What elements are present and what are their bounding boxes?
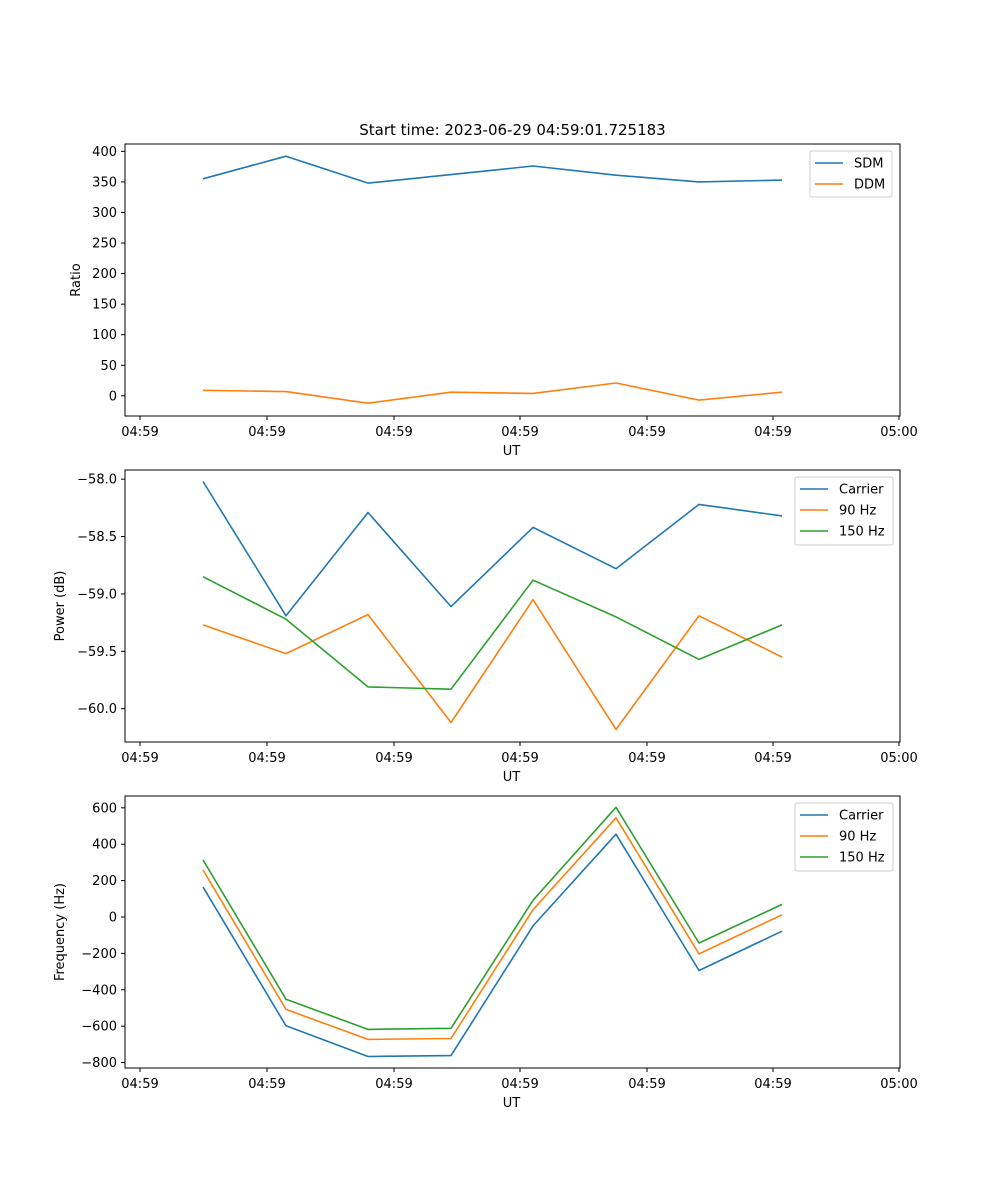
subplot-3: 04:59 04:59 04:59 04:59 04:59 04:59 05:00 UT −80… (53, 795, 918, 1111)
y-tick-label: 150 (92, 298, 117, 313)
y-tick-label: 250 (92, 237, 117, 252)
axes-frame (124, 469, 901, 743)
chart-title: Start time: 2023-06-29 04:59:01.725183 (359, 121, 665, 139)
x-tick-label: 04:59 (248, 425, 285, 440)
x-tick-label: 04:59 (501, 751, 538, 766)
x-axis-label: UT (503, 444, 521, 459)
legend-label: 90 Hz (839, 830, 876, 845)
x-tick-label: 04:59 (248, 1077, 285, 1092)
legend-label: Carrier (839, 483, 884, 498)
series-line-sdm (202, 155, 783, 184)
y-tick-label: 400 (92, 145, 117, 160)
y-tick-label: 200 (92, 874, 117, 889)
y-tick-label: 100 (92, 328, 117, 343)
x-tick-label: 04:59 (121, 425, 158, 440)
x-tick-label: 04:59 (121, 1077, 158, 1092)
x-tick-label: 04:59 (628, 425, 665, 440)
y-tick-label: −59.5 (77, 645, 117, 660)
legend-label: 150 Hz (839, 851, 885, 866)
x-tick-label: 04:59 (248, 751, 285, 766)
legend: Carrier 90 Hz 150 Hz (794, 476, 894, 546)
x-tick-label: 04:59 (628, 751, 665, 766)
legend-label: 90 Hz (839, 504, 876, 519)
x-tick-label: 04:59 (501, 425, 538, 440)
x-tick-label: 05:00 (880, 425, 917, 440)
x-tick-label: 04:59 (754, 425, 791, 440)
y-tick-label: −59.0 (77, 587, 117, 602)
y-tick-label: 0 (109, 389, 117, 404)
series-line-ddm (202, 382, 783, 405)
legend: Carrier 90 Hz 150 Hz (794, 802, 894, 872)
legend-label: 150 Hz (839, 525, 885, 540)
x-tick-label: 05:00 (880, 751, 917, 766)
legend-box (794, 802, 894, 872)
series-line-90-hz (202, 598, 783, 731)
subplot-2: 04:59 04:59 04:59 04:59 04:59 04:59 05:00 UT −60… (53, 469, 918, 785)
legend-box (794, 476, 894, 546)
y-tick-label: −58.5 (77, 530, 117, 545)
x-tick-label: 04:59 (754, 1077, 791, 1092)
x-axis-label: UT (503, 1096, 521, 1111)
y-tick-label: −800 (81, 1056, 117, 1071)
y-tick-label: 600 (92, 801, 117, 816)
legend-label: DDM (854, 178, 885, 193)
series-line-carrier (202, 481, 783, 617)
legend-label: Carrier (839, 809, 884, 824)
axes-frame (124, 795, 901, 1069)
x-tick-label: 04:59 (754, 751, 791, 766)
subplot-1: Start time: 2023-06-29 04:59:01.72518304… (69, 121, 918, 459)
y-tick-label: −60.0 (77, 702, 117, 717)
y-axis-label: Power (dB) (53, 571, 68, 642)
x-tick-label: 04:59 (375, 425, 412, 440)
y-tick-label: 200 (92, 267, 117, 282)
y-tick-label: −600 (81, 1020, 117, 1035)
x-axis-label: UT (503, 770, 521, 785)
y-tick-label: 300 (92, 206, 117, 221)
x-tick-label: 04:59 (375, 751, 412, 766)
x-tick-label: 05:00 (880, 1077, 917, 1092)
x-tick-label: 04:59 (375, 1077, 412, 1092)
y-tick-label: 0 (109, 910, 117, 925)
series-line-carrier (202, 833, 783, 1058)
axes-frame (124, 143, 901, 417)
x-tick-label: 04:59 (501, 1077, 538, 1092)
y-tick-label: −200 (81, 947, 117, 962)
legend: SDM DDM (809, 150, 893, 198)
x-tick-label: 04:59 (121, 751, 158, 766)
series-line-150-hz (202, 575, 783, 691)
y-tick-label: 350 (92, 175, 117, 190)
y-tick-label: 50 (100, 359, 117, 374)
series-line-90-hz (202, 816, 783, 1041)
x-tick-label: 04:59 (628, 1077, 665, 1092)
legend-label: SDM (854, 157, 883, 172)
y-tick-label: −58.0 (77, 473, 117, 488)
series-line-150-hz (202, 806, 783, 1031)
y-axis-label: Ratio (69, 263, 84, 296)
y-tick-label: −400 (81, 983, 117, 998)
y-tick-label: 400 (92, 838, 117, 853)
y-axis-label: Frequency (Hz) (53, 883, 68, 981)
